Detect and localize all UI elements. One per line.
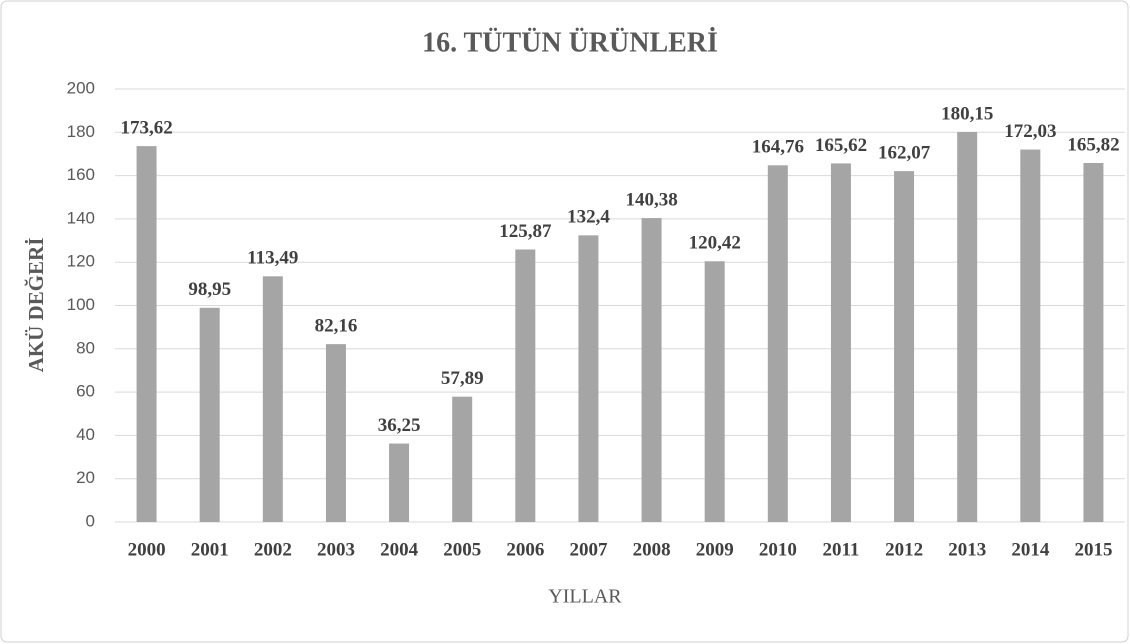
x-tick-label: 2011: [822, 539, 859, 560]
chart-title: 16. TÜTÜN ÜRÜNLERİ: [422, 27, 718, 58]
bar: [515, 249, 536, 522]
x-tick-label: 2002: [254, 539, 292, 560]
y-tick-label: 100: [67, 295, 95, 314]
data-label: 132,4: [567, 207, 610, 228]
x-axis-label: YILLAR: [548, 586, 622, 608]
bar: [578, 235, 599, 522]
y-tick-label: 40: [76, 425, 95, 444]
y-axis-label: AKÜ DEĞERİ: [24, 238, 48, 373]
x-tick-label: 2015: [1074, 539, 1112, 560]
x-tick-label: 2000: [128, 539, 166, 560]
bar: [830, 163, 851, 523]
data-label: 164,76: [752, 137, 804, 158]
data-label: 125,87: [499, 221, 552, 242]
data-label: 140,38: [625, 189, 677, 210]
data-label: 162,07: [878, 142, 931, 163]
y-tick-label: 20: [76, 468, 95, 487]
bar: [452, 396, 473, 522]
bar: [1083, 162, 1104, 522]
y-tick-label: 80: [76, 338, 95, 357]
x-tick-label: 2008: [633, 539, 671, 560]
y-tick-label: 180: [67, 122, 95, 141]
data-label: 57,89: [441, 368, 484, 389]
y-tick-label: 0: [86, 511, 95, 530]
x-tick-label: 2009: [696, 539, 734, 560]
data-label: 82,16: [315, 315, 358, 336]
x-tick-label: 2001: [191, 539, 229, 560]
data-label: 113,49: [247, 248, 298, 269]
x-tick-label: 2014: [1011, 539, 1050, 560]
x-tick-label: 2010: [759, 539, 797, 560]
bar: [1020, 149, 1041, 522]
bar: [767, 165, 788, 522]
y-tick-label: 160: [67, 165, 95, 184]
bar: [262, 276, 283, 522]
bar: [389, 443, 410, 522]
x-tick-label: 2006: [506, 539, 544, 560]
x-tick-label: 2007: [569, 539, 608, 560]
data-label: 172,03: [1004, 121, 1056, 142]
bar: [136, 146, 157, 522]
bar: [641, 218, 662, 522]
x-tick-label: 2012: [885, 539, 923, 560]
x-tick-label: 2005: [443, 539, 481, 560]
data-label: 120,42: [689, 233, 741, 254]
bar: [957, 131, 978, 522]
x-tick-label: 2004: [380, 539, 419, 560]
y-tick-label: 200: [67, 78, 95, 97]
data-label: 36,25: [378, 415, 421, 436]
data-label: 165,62: [815, 135, 867, 156]
y-tick-label: 60: [76, 382, 95, 401]
bar: [894, 171, 915, 522]
bar: [199, 307, 220, 522]
data-label: 165,82: [1067, 134, 1119, 155]
data-label: 98,95: [188, 279, 231, 300]
y-tick-label: 120: [67, 252, 95, 271]
x-tick-label: 2003: [317, 539, 355, 560]
data-label: 180,15: [941, 103, 993, 124]
bar: [325, 344, 346, 522]
bar: [704, 261, 725, 522]
data-label: 173,62: [120, 117, 172, 138]
x-tick-label: 2013: [948, 539, 986, 560]
y-tick-label: 140: [67, 208, 95, 227]
